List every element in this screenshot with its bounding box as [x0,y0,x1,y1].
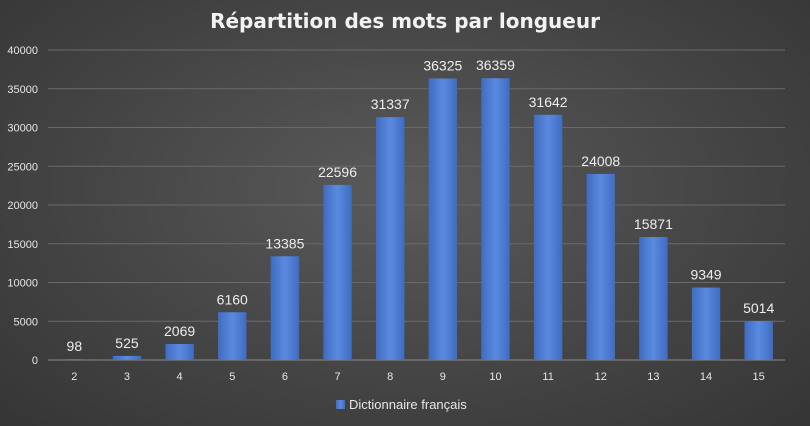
y-tick-label: 30000 [7,123,38,135]
x-tick-label: 8 [387,371,393,383]
data-label: 31337 [371,96,410,112]
bar [165,343,194,360]
bar [60,359,89,360]
y-tick-label: 40000 [7,45,38,57]
x-tick-label: 15 [753,371,765,383]
data-label: 22596 [318,164,357,180]
x-axis-ticks: 2 3 4 5 6 7 8 9 10 11 12 13 14 15 [71,371,765,383]
x-tick-label: 13 [647,371,659,383]
data-labels: 98 525 2069 6160 13385 22596 31337 36325 36359 31… [67,57,775,354]
data-label: 13385 [265,235,304,251]
x-tick-label: 6 [282,371,288,383]
y-tick-label: 15000 [7,239,38,251]
data-label: 36325 [423,57,462,73]
data-label: 98 [67,338,83,354]
legend: Dictionnaire français [336,397,467,412]
chart-title: Répartition des mots par longueur [210,9,600,33]
bars [60,78,773,361]
data-label: 15871 [634,216,673,232]
bar [218,312,247,360]
legend-label: Dictionnaire français [349,397,467,412]
x-tick-label: 4 [177,371,183,383]
legend-swatch [336,400,345,409]
y-axis-ticks: 0 5000 10000 15000 20000 25000 30000 35000 40000 [7,45,38,367]
x-tick-label: 10 [489,371,501,383]
bar [375,117,405,361]
bar [323,184,352,360]
data-label: 24008 [581,153,620,169]
y-tick-label: 20000 [7,200,38,212]
bar [112,355,142,360]
gridlines [48,49,785,361]
data-label: 36359 [476,57,515,73]
x-tick-label: 11 [542,371,553,383]
data-label: 9349 [690,267,721,283]
bar [639,236,668,360]
bar [270,256,300,360]
y-tick-label: 35000 [7,84,38,96]
x-tick-label: 14 [700,371,712,383]
bar [744,321,773,360]
bar [691,287,721,360]
x-tick-label: 9 [440,371,446,383]
bar [586,173,615,360]
bar [533,114,563,360]
y-tick-label: 5000 [14,316,38,328]
data-label: 31642 [529,94,568,110]
x-tick-label: 5 [229,371,235,383]
data-label: 2069 [164,323,195,339]
x-tick-label: 12 [595,371,607,383]
x-tick-label: 7 [334,371,340,383]
y-tick-label: 0 [32,355,38,367]
y-tick-label: 25000 [7,161,38,173]
bar [481,78,510,361]
data-label: 6160 [217,291,248,307]
y-tick-label: 10000 [7,278,38,290]
x-tick-label: 2 [71,371,77,383]
x-tick-label: 3 [124,371,130,383]
bar [428,78,458,360]
data-label: 5014 [743,300,774,316]
data-label: 525 [115,335,139,351]
